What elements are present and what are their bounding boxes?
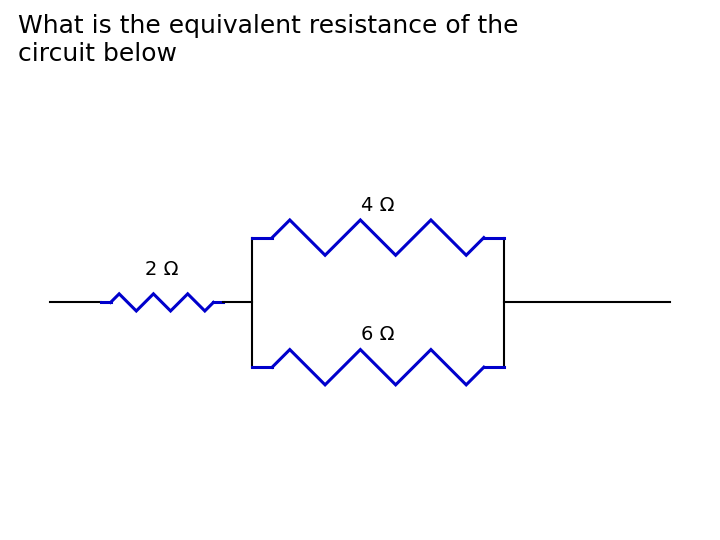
Text: 6 Ω: 6 Ω [361, 325, 395, 344]
Text: 4 Ω: 4 Ω [361, 195, 395, 214]
Text: What is the equivalent resistance of the
circuit below: What is the equivalent resistance of the… [18, 15, 518, 66]
Text: 2 Ω: 2 Ω [145, 260, 179, 279]
